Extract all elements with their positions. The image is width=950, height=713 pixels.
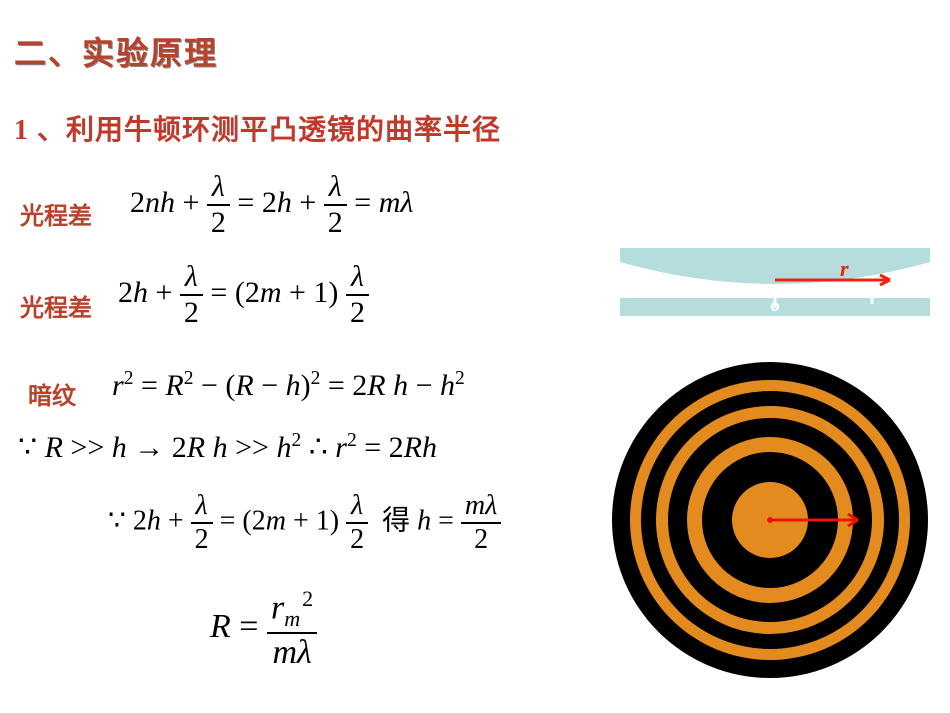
formula-line-5: ∵ 2h + λ2 = (2m + 1) λ2 得 h = mλ2 [108, 492, 501, 554]
lens-cross-section-diagram: r o [620, 248, 930, 318]
subsection-title: 1 、利用牛顿环测平凸透镜的曲率半径 [14, 108, 501, 148]
formula-line-3: r2 = R2 − (R − h)2 = 2R h − h2 [112, 368, 465, 403]
newton-rings-diagram [610, 360, 930, 680]
formula-line-4: ∵ R >> h → 2R h >> h2 ∴ r2 = 2Rh [18, 430, 437, 465]
label-opd-2: 光程差 [20, 288, 92, 323]
formula-line-2: 2h + λ2 = (2m + 1) λ2 [118, 262, 369, 328]
lens-r-label: r [840, 256, 849, 282]
label-opd-1: 光程差 [20, 196, 92, 231]
label-dark-fringe: 暗纹 [28, 376, 76, 411]
formula-line-6: R = rm2 mλ [210, 588, 317, 670]
section-heading: 二、实验原理 [14, 28, 218, 74]
lens-o-label: o [770, 298, 780, 316]
rings-svg [610, 360, 930, 680]
formula-line-1: 2nh + λ2 = 2h + λ2 = mλ [130, 172, 413, 238]
